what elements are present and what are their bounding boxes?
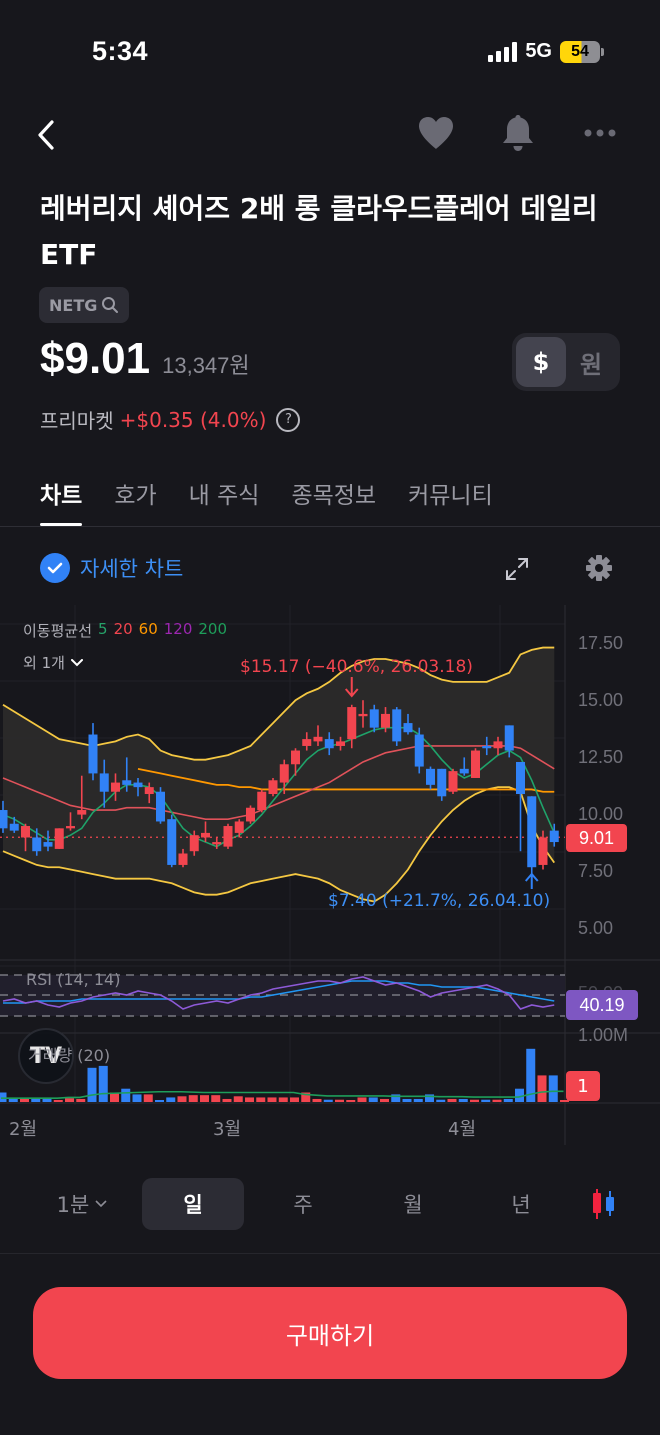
tab-community[interactable]: 커뮤니티 (408, 483, 493, 509)
tab-my-stock[interactable]: 내 주식 (188, 483, 260, 509)
premarket-label: 프리마켓 (40, 409, 114, 433)
more-button[interactable] (580, 113, 620, 153)
volume-label: 거래량 (20) (28, 1046, 111, 1065)
period-selector: 1분 일 주 월 년 (0, 1176, 660, 1232)
ma60-legend: 60 (138, 620, 158, 638)
ma5-legend: 5 (98, 620, 108, 638)
high-price-annotation: $15.17 (−40.6%, 26.03.18) (240, 657, 473, 677)
current-price-tag: 9.01 (566, 824, 627, 852)
volume-axis-label: 1.00M (578, 1025, 629, 1045)
battery-icon: 54 (560, 40, 604, 63)
ticker-search-chip[interactable]: NETG (39, 287, 130, 323)
currency-toggle: $ 원 (512, 333, 620, 391)
price-chart[interactable]: 이동평균선 5 20 60 120 200 외 1개 $15.17 (−40.6… (0, 605, 660, 1150)
moving-average-legend[interactable]: 이동평균선 5 20 60 120 200 (23, 620, 227, 641)
currency-usd-option[interactable]: $ (516, 337, 566, 387)
status-bar: 5:34 5G 54 (0, 0, 660, 100)
y-axis-label: 17.50 (578, 633, 624, 653)
y-axis-label: 7.50 (578, 861, 614, 881)
price-krw: 13,347원 (162, 353, 250, 378)
status-time: 5:34 (92, 36, 149, 66)
nav-bar (0, 105, 660, 165)
help-icon[interactable]: ? (276, 407, 301, 432)
rsi-label: RSI (14, 14) (26, 970, 121, 989)
detail-chart-toggle[interactable]: 자세한 차트 (40, 553, 183, 583)
x-axis-label: 4월 (448, 1119, 477, 1140)
chevron-down-icon (95, 1200, 107, 1208)
y-axis-label: 15.00 (578, 690, 624, 710)
ma-legend-label: 이동평균선 (23, 622, 93, 640)
premarket-row: 프리마켓 +$0.35 (4.0%) ? (40, 405, 301, 434)
divider (0, 1253, 660, 1254)
period-day[interactable]: 일 (142, 1178, 244, 1230)
network-label: 5G (525, 40, 552, 62)
tradingview-logo[interactable]: TV (18, 1028, 74, 1084)
chart-settings-button[interactable] (584, 553, 614, 583)
period-month[interactable]: 월 (403, 1193, 423, 1217)
premarket-change: +$0.35 (4.0%) (119, 407, 267, 432)
period-minute-dropdown[interactable]: 1분 (42, 1178, 122, 1230)
chevron-down-icon (70, 658, 83, 666)
candlestick-chart[interactable] (0, 605, 660, 1150)
bell-icon (503, 115, 533, 151)
buy-button[interactable]: 구매하기 (33, 1287, 627, 1379)
tab-chart[interactable]: 차트 (40, 466, 83, 526)
chevron-left-icon (38, 120, 54, 150)
x-axis-label: 2월 (9, 1119, 38, 1140)
tab-bar: 차트 호가 내 주식 종목정보 커뮤니티 (0, 466, 660, 527)
expand-icon (506, 558, 528, 580)
candlestick-icon (593, 1189, 614, 1219)
tab-orderbook[interactable]: 호가 (114, 483, 157, 509)
current-price: $9.01 (40, 334, 151, 383)
volume-value-tag: 1 (566, 1071, 600, 1101)
detail-chart-label: 자세한 차트 (80, 557, 184, 581)
signal-icon (488, 41, 518, 62)
indicator-more-dropdown[interactable]: 외 1개 (23, 652, 83, 673)
ticker-symbol: NETG (49, 295, 98, 315)
period-year[interactable]: 년 (511, 1193, 531, 1217)
y-axis-label: 5.00 (578, 918, 614, 938)
low-price-annotation: $7.40 (+21.7%, 26.04.10) (328, 891, 551, 911)
fullscreen-button[interactable] (503, 555, 531, 583)
search-icon (102, 297, 119, 313)
chart-type-button[interactable] (584, 1178, 624, 1230)
tab-stock-info[interactable]: 종목정보 (291, 483, 377, 509)
stock-title: 레버리지 셰어즈 2배 롱 클라우드플레어 데일리 ETF (40, 192, 598, 271)
ma200-legend: 200 (198, 620, 228, 638)
chart-toolbar: 자세한 차트 (0, 540, 660, 596)
check-circle-icon (40, 553, 70, 583)
indicator-more-label: 외 1개 (23, 654, 65, 672)
currency-krw-option[interactable]: 원 (579, 350, 603, 379)
ma20-legend: 20 (113, 620, 133, 638)
period-week[interactable]: 주 (293, 1193, 313, 1217)
more-dots-icon (584, 129, 616, 137)
y-axis-label: 10.00 (578, 804, 624, 824)
gear-icon (586, 555, 612, 581)
alert-button[interactable] (498, 113, 538, 153)
favorite-button[interactable] (416, 113, 456, 153)
price-row: $9.01 13,347원 (40, 334, 250, 384)
ma120-legend: 120 (163, 620, 193, 638)
y-axis-label: 12.50 (578, 747, 624, 767)
status-indicators: 5G 54 (488, 40, 604, 63)
battery-level: 54 (560, 40, 600, 63)
heart-icon (419, 117, 453, 149)
rsi-value-tag: 40.19 (566, 990, 638, 1020)
period-minute-label: 1분 (56, 1193, 90, 1217)
x-axis-label: 3월 (213, 1119, 242, 1140)
back-button[interactable] (28, 115, 64, 155)
